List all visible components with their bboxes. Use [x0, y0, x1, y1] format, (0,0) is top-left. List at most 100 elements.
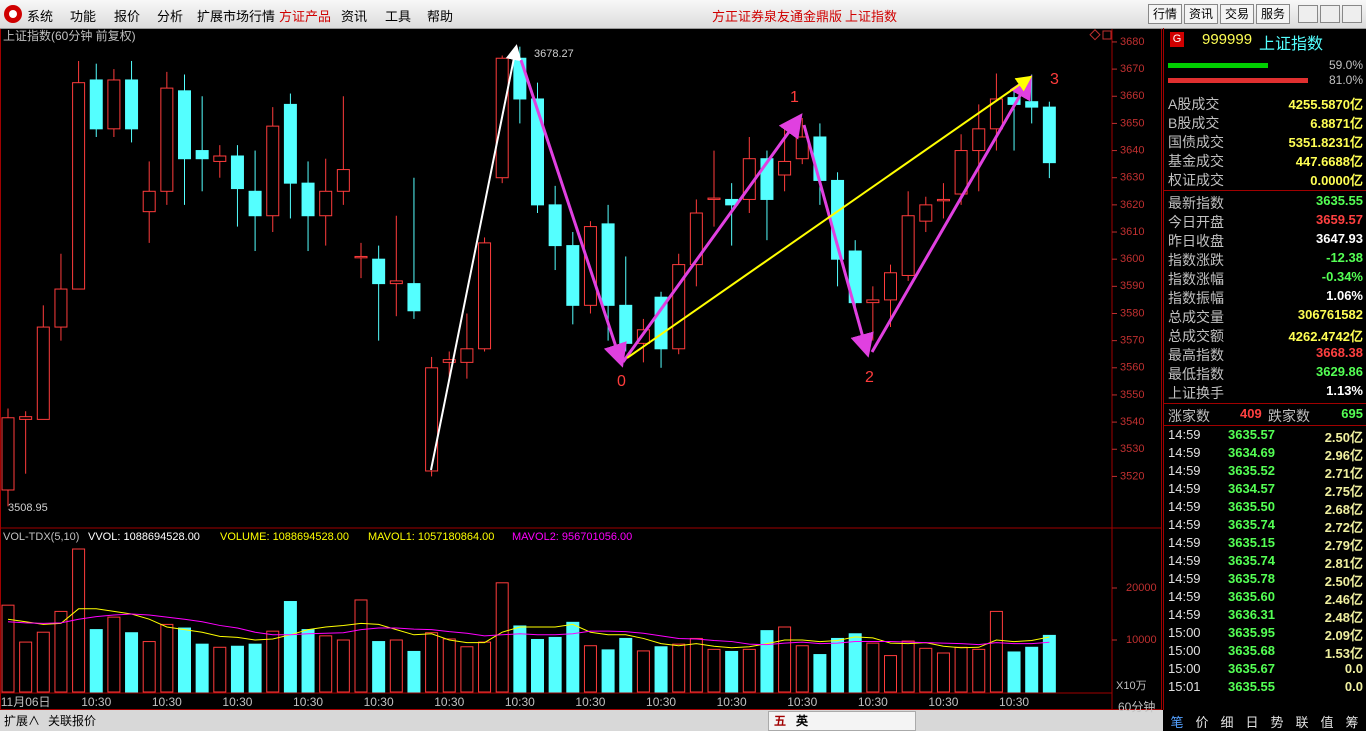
row-label: B股成交	[1168, 115, 1220, 131]
volume-bar	[936, 652, 950, 693]
tab[interactable]: 关联报价	[48, 714, 97, 728]
window-control[interactable]	[1320, 5, 1340, 23]
candle-body	[1042, 106, 1056, 164]
tick-amount: 0.0	[1344, 679, 1363, 694]
legend-item: VOL-TDX(5,10)	[3, 531, 79, 543]
menu-item[interactable]: 帮助	[427, 9, 454, 24]
panel-tab[interactable]: 筹	[1345, 715, 1359, 730]
candle-body	[125, 79, 139, 130]
y-tick-label: 3550	[1120, 389, 1144, 401]
volume-bar	[707, 648, 721, 693]
menu-bar: 系统 功能 报价 分析 扩展市场行情 方证产品 资讯 工具 帮助 方正证券泉友通金鼎版 上证指数 行情…	[0, 0, 1366, 29]
row-label: A股成交	[1168, 96, 1220, 112]
arrow	[802, 124, 874, 358]
window-control[interactable]	[1342, 5, 1362, 23]
volume-bar	[583, 645, 597, 693]
candle-body	[178, 90, 191, 160]
menu-button[interactable]: 行情	[1148, 4, 1182, 24]
row-value: -0.34%	[1321, 269, 1363, 284]
row-value: 447.6688亿	[1295, 154, 1363, 169]
tick-time: 14:59	[1168, 481, 1201, 496]
volume-bar	[389, 639, 403, 693]
row-value: 1.06%	[1326, 288, 1363, 303]
row-label: 最新指数	[1168, 195, 1224, 211]
volume-bar	[654, 646, 668, 693]
menu-item[interactable]: 报价	[114, 9, 141, 24]
volume-bar	[142, 641, 156, 693]
candle-body	[19, 416, 33, 420]
wave-label: 2	[865, 369, 874, 386]
y-tick-label: 20000	[1126, 582, 1157, 594]
panel-tab[interactable]: 值	[1320, 715, 1334, 730]
menu-button[interactable]: 服务	[1256, 4, 1290, 24]
row-value: 4255.5870亿	[1288, 97, 1363, 112]
candle-body	[283, 103, 297, 184]
candle-body	[778, 160, 792, 176]
volume-bar	[548, 636, 562, 693]
menu-item[interactable]: 功能	[70, 9, 97, 24]
volume-bar	[301, 629, 315, 693]
candle-body	[813, 136, 827, 181]
legend-item: VOLUME: 1088694528.00	[220, 531, 349, 543]
ratio-label: 59.0%	[1328, 58, 1363, 72]
tick-price: 3635.50	[1228, 499, 1275, 514]
tick-price: 3635.55	[1228, 679, 1275, 694]
panel-tab[interactable]: 日	[1245, 715, 1259, 730]
panel-tab[interactable]: 笔	[1170, 715, 1184, 730]
candle-body	[689, 212, 703, 266]
volume-bar	[160, 623, 174, 693]
panel-tab[interactable]: 联	[1295, 715, 1309, 730]
window-control[interactable]	[1298, 5, 1318, 23]
decline-label: 跌家数	[1268, 408, 1310, 424]
panel-tab[interactable]: 势	[1270, 715, 1284, 730]
volume-bar	[19, 641, 33, 693]
candle-body	[213, 155, 227, 162]
candle-body	[460, 348, 474, 363]
panel-tab[interactable]: 细	[1220, 715, 1234, 730]
row-value: 0.0000亿	[1310, 173, 1363, 188]
x-tick-label: 10:30	[999, 695, 1029, 709]
menu-item[interactable]: 方证产品	[279, 9, 332, 24]
volume-bar	[195, 643, 209, 693]
icon[interactable]	[1089, 29, 1101, 41]
separator	[1164, 425, 1366, 426]
menu-item[interactable]: 扩展市场行情	[197, 9, 276, 24]
menu-button[interactable]: 交易	[1220, 4, 1254, 24]
candle-body	[1, 417, 15, 491]
candle-body	[319, 190, 333, 217]
candle-body	[142, 190, 156, 213]
wave-label: 0	[617, 373, 626, 390]
y-tick-label: 3560	[1120, 362, 1144, 374]
app-title: 方正证券泉友通金鼎版	[712, 9, 843, 24]
tick-time: 15:01	[1168, 679, 1201, 694]
menu-item[interactable]: 资讯	[341, 9, 368, 24]
candle-body	[619, 304, 633, 344]
tick-time: 14:59	[1168, 535, 1201, 550]
tab[interactable]: 扩展∧	[4, 714, 41, 728]
candle-body	[672, 264, 686, 350]
row-label: 最低指数	[1168, 366, 1224, 382]
tick-amount: 2.46亿	[1324, 592, 1363, 607]
volume-bar	[672, 643, 686, 693]
menu-button[interactable]: 资讯	[1184, 4, 1218, 24]
candle-body	[1025, 101, 1039, 108]
tool[interactable]: 五	[774, 714, 787, 728]
tick-time: 14:59	[1168, 499, 1201, 514]
tool[interactable]: 英	[796, 714, 809, 728]
icon[interactable]	[1102, 30, 1112, 40]
x-tick-label: 10:30	[434, 695, 464, 709]
candle-body	[54, 288, 68, 328]
menu-item[interactable]: 系统	[27, 9, 54, 24]
legend-item: MAVOL1: 1057180864.00	[368, 531, 494, 543]
candle-body	[795, 136, 809, 160]
y-tick-label: 3630	[1120, 172, 1144, 184]
volume-bar	[866, 642, 880, 693]
candle-body	[531, 98, 544, 206]
menu-item[interactable]: 分析	[157, 9, 184, 24]
row-value: 306761582	[1297, 307, 1363, 322]
advance: 409	[1240, 406, 1262, 421]
toolbar	[768, 711, 916, 731]
panel-tab[interactable]: 价	[1195, 715, 1209, 730]
separator	[1164, 190, 1366, 191]
menu-item[interactable]: 工具	[385, 9, 412, 24]
